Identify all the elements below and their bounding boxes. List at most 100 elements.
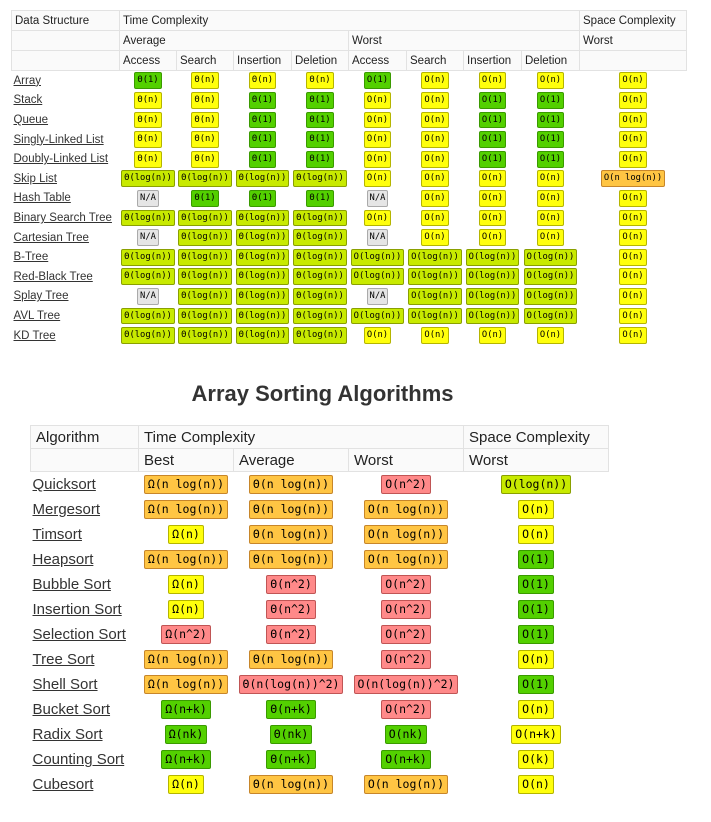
complexity-cell: O(n) xyxy=(580,208,687,228)
complexity-badge: O(n^2) xyxy=(381,574,431,595)
row-name-cell: Selection Sort xyxy=(31,622,139,647)
complexity-badge: O(n^2) xyxy=(381,599,431,620)
link-tree-sort[interactable]: Tree Sort xyxy=(32,651,95,668)
link-heapsort[interactable]: Heapsort xyxy=(32,551,94,568)
complexity-cell: O(n) xyxy=(464,772,609,797)
link-stack[interactable]: Stack xyxy=(13,94,43,107)
link-radix-sort[interactable]: Radix Sort xyxy=(32,726,103,743)
complexity-cell: Θ(n) xyxy=(120,110,177,130)
complexity-badge: O(1) xyxy=(536,131,565,148)
table-row: Queue Θ(n) Θ(n) Θ(1) Θ(1) O(n) O(n) O(1) O(1) O(n… xyxy=(12,110,687,130)
sorting-complexity-table: Algorithm Time Complexity Space Complexi… xyxy=(30,425,609,797)
row-name-cell: Counting Sort xyxy=(31,747,139,772)
complexity-cell: Θ(log(n)) xyxy=(177,267,234,287)
complexity-cell: Θ(n) xyxy=(177,71,234,91)
complexity-badge: Ω(n) xyxy=(168,574,204,595)
link-doubly-linked-list[interactable]: Doubly-Linked List xyxy=(13,153,109,166)
complexity-cell: Θ(log(n)) xyxy=(292,267,349,287)
complexity-cell: Ω(n) xyxy=(139,572,234,597)
complexity-cell: O(log(n)) xyxy=(349,247,407,267)
complexity-cell: O(1) xyxy=(464,597,609,622)
complexity-cell: Θ(n) xyxy=(177,91,234,111)
complexity-badge: O(n+k) xyxy=(381,749,431,770)
complexity-cell: Θ(log(n)) xyxy=(120,208,177,228)
complexity-cell: Θ(1) xyxy=(234,149,292,169)
link-array[interactable]: Array xyxy=(13,74,41,87)
table-row: Array Θ(1) Θ(n) Θ(n) Θ(n) O(1) O(n) O(n) O(n) O(n… xyxy=(12,71,687,91)
link-skip-list[interactable]: Skip List xyxy=(13,172,57,185)
link-binary-search-tree[interactable]: Binary Search Tree xyxy=(13,211,112,224)
complexity-cell: O(1) xyxy=(464,672,609,697)
link-queue[interactable]: Queue xyxy=(13,113,49,126)
complexity-badge: O(n) xyxy=(363,111,392,129)
complexity-badge: Θ(n) xyxy=(191,150,219,168)
link-quicksort[interactable]: Quicksort xyxy=(32,476,96,493)
complexity-cell: O(n) xyxy=(464,208,522,228)
complexity-cell: N/A xyxy=(120,228,177,248)
complexity-cell: N/A xyxy=(120,189,177,209)
complexity-badge: Ω(n) xyxy=(168,774,204,795)
header-algorithm: Algorithm xyxy=(30,425,139,449)
complexity-badge: O(n) xyxy=(536,209,565,227)
complexity-badge: Θ(n) xyxy=(191,111,219,129)
header-average: Average xyxy=(233,448,349,472)
complexity-badge: N/A xyxy=(137,189,159,207)
link-singly-linked-list[interactable]: Singly-Linked List xyxy=(13,133,104,146)
row-name-cell: Queue xyxy=(12,110,120,130)
complexity-cell: O(n) xyxy=(522,228,580,248)
link-kd-tree[interactable]: KD Tree xyxy=(13,329,56,342)
link-bubble-sort[interactable]: Bubble Sort xyxy=(32,576,111,593)
link-b-tree[interactable]: B-Tree xyxy=(13,251,49,264)
link-counting-sort[interactable]: Counting Sort xyxy=(32,751,125,768)
complexity-cell: Θ(log(n)) xyxy=(292,287,349,307)
complexity-cell: Θ(n log(n)) xyxy=(234,647,349,672)
complexity-badge: Ω(n) xyxy=(168,524,204,545)
complexity-cell: Θ(n) xyxy=(120,149,177,169)
link-mergesort[interactable]: Mergesort xyxy=(32,501,101,518)
link-red-black-tree[interactable]: Red-Black Tree xyxy=(13,270,93,283)
table-row: Hash Table N/A Θ(1) Θ(1) Θ(1) N/A O(n) O(n) O(n)… xyxy=(12,189,687,209)
complexity-cell: O(n log(n)) xyxy=(349,547,464,572)
complexity-badge: N/A xyxy=(366,229,389,246)
link-timsort[interactable]: Timsort xyxy=(32,526,82,543)
complexity-badge: O(log(n)) xyxy=(408,268,462,286)
complexity-cell: O(n) xyxy=(349,149,407,169)
complexity-badge: O(n^2) xyxy=(381,649,431,670)
table-row: KD Tree Θ(log(n)) Θ(log(n)) Θ(log(n)) Θ(log(… xyxy=(12,326,687,346)
complexity-badge: O(1) xyxy=(478,111,507,129)
complexity-badge: Θ(n) xyxy=(134,91,162,109)
complexity-badge: Θ(log(n)) xyxy=(178,287,232,305)
table-row: Red-Black Tree Θ(log(n)) Θ(log(n)) Θ(log(n)… xyxy=(12,267,687,287)
complexity-cell: O(n^2) xyxy=(349,472,464,498)
complexity-badge: Θ(1) xyxy=(306,189,334,207)
complexity-badge: Θ(log(n)) xyxy=(235,268,290,286)
link-cubesort[interactable]: Cubesort xyxy=(32,776,94,793)
link-bucket-sort[interactable]: Bucket Sort xyxy=(32,701,111,718)
complexity-badge: Θ(1) xyxy=(248,111,277,129)
complexity-cell: Ω(n log(n)) xyxy=(139,472,234,498)
complexity-cell: O(n) xyxy=(580,149,687,169)
complexity-cell: O(n) xyxy=(407,149,464,169)
complexity-badge: Ω(n log(n)) xyxy=(143,499,229,520)
link-avl-tree[interactable]: AVL Tree xyxy=(13,309,61,322)
complexity-badge: N/A xyxy=(366,189,389,207)
complexity-cell: Ω(n) xyxy=(139,522,234,547)
link-insertion-sort[interactable]: Insertion Sort xyxy=(32,601,122,618)
link-splay-tree[interactable]: Splay Tree xyxy=(13,290,69,303)
complexity-badge: Θ(n) xyxy=(191,91,219,109)
complexity-badge: Ω(nk) xyxy=(164,724,208,745)
complexity-badge: Θ(1) xyxy=(248,131,277,148)
link-shell-sort[interactable]: Shell Sort xyxy=(32,676,98,693)
complexity-cell: O(n) xyxy=(407,91,464,111)
row-name-cell: Bucket Sort xyxy=(31,697,139,722)
complexity-badge: O(n log(n)) xyxy=(363,549,449,570)
complexity-cell: O(n) xyxy=(580,326,687,346)
complexity-cell: O(n log(n)) xyxy=(349,497,464,522)
row-name-cell: Radix Sort xyxy=(31,722,139,747)
link-selection-sort[interactable]: Selection Sort xyxy=(32,626,126,643)
row-name-cell: Stack xyxy=(12,91,120,111)
link-hash-table[interactable]: Hash Table xyxy=(13,192,71,205)
table-row: Tree Sort Ω(n log(n)) Θ(n log(n)) O(n^2) O(n… xyxy=(31,647,609,672)
complexity-cell: Θ(n(log(n))^2) xyxy=(234,672,349,697)
link-cartesian-tree[interactable]: Cartesian Tree xyxy=(13,231,89,244)
